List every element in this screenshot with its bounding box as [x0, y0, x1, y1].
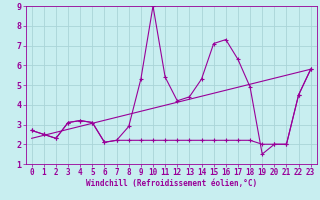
X-axis label: Windchill (Refroidissement éolien,°C): Windchill (Refroidissement éolien,°C) [86, 179, 257, 188]
